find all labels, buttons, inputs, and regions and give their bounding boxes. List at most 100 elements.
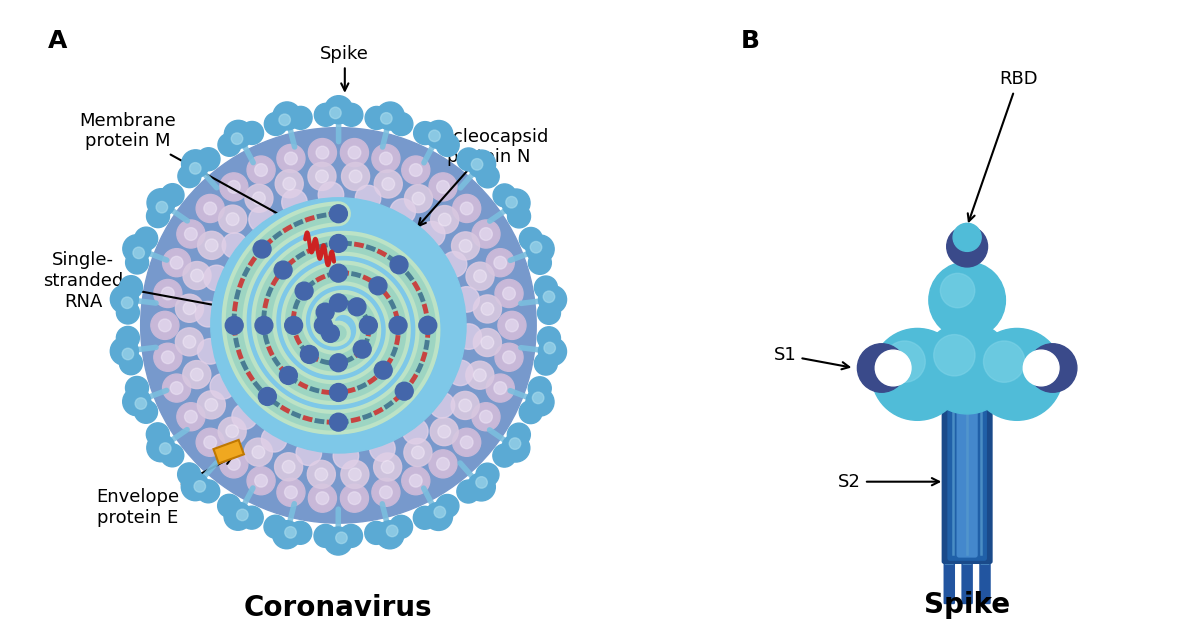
Circle shape — [365, 521, 388, 544]
Circle shape — [224, 502, 252, 530]
Circle shape — [154, 279, 182, 308]
Circle shape — [316, 146, 329, 159]
Circle shape — [254, 316, 272, 334]
Circle shape — [211, 198, 466, 453]
Circle shape — [218, 133, 241, 156]
Circle shape — [158, 319, 172, 332]
Circle shape — [220, 173, 248, 201]
Circle shape — [858, 344, 906, 392]
Circle shape — [322, 325, 340, 343]
Text: Single-
stranded
RNA: Single- stranded RNA — [43, 251, 301, 323]
Circle shape — [425, 121, 452, 149]
Circle shape — [184, 336, 196, 348]
Circle shape — [330, 107, 341, 119]
Circle shape — [412, 192, 425, 205]
Circle shape — [245, 184, 272, 212]
Circle shape — [430, 392, 455, 418]
Circle shape — [520, 401, 542, 424]
Text: RBD: RBD — [967, 70, 1038, 221]
Circle shape — [252, 446, 265, 459]
Circle shape — [348, 492, 361, 505]
Circle shape — [452, 428, 481, 456]
Circle shape — [474, 270, 486, 283]
Circle shape — [236, 509, 248, 521]
Circle shape — [264, 516, 287, 538]
Circle shape — [386, 525, 398, 537]
Circle shape — [190, 163, 202, 174]
Circle shape — [334, 443, 359, 469]
Circle shape — [121, 297, 133, 309]
Circle shape — [473, 329, 502, 357]
Circle shape — [122, 348, 133, 360]
Circle shape — [140, 128, 536, 523]
Circle shape — [481, 302, 494, 315]
Circle shape — [971, 329, 1063, 420]
Text: B: B — [740, 29, 760, 53]
Circle shape — [175, 294, 204, 322]
Circle shape — [414, 122, 437, 145]
Circle shape — [372, 144, 400, 172]
Circle shape — [248, 207, 275, 232]
Circle shape — [494, 279, 523, 308]
Circle shape — [272, 521, 301, 549]
Circle shape — [284, 486, 298, 499]
Circle shape — [493, 184, 516, 207]
Circle shape — [314, 524, 337, 547]
Circle shape — [122, 235, 151, 263]
Circle shape — [461, 436, 473, 449]
Circle shape — [349, 170, 362, 183]
Circle shape — [324, 96, 353, 124]
Circle shape — [544, 342, 556, 353]
Text: Spike: Spike — [924, 591, 1010, 619]
Circle shape — [232, 404, 258, 429]
Circle shape — [330, 383, 347, 401]
FancyBboxPatch shape — [947, 403, 986, 561]
Circle shape — [205, 239, 218, 252]
Circle shape — [953, 223, 982, 251]
Circle shape — [409, 474, 422, 487]
FancyBboxPatch shape — [956, 406, 978, 558]
Circle shape — [330, 413, 347, 431]
FancyBboxPatch shape — [961, 560, 973, 604]
Circle shape — [280, 366, 298, 384]
Circle shape — [461, 202, 473, 215]
Circle shape — [353, 340, 371, 358]
Circle shape — [395, 382, 413, 400]
Circle shape — [528, 377, 551, 400]
Circle shape — [185, 228, 197, 241]
Circle shape — [197, 391, 226, 419]
Circle shape — [170, 382, 182, 394]
Circle shape — [428, 450, 457, 478]
Circle shape — [370, 436, 395, 461]
Circle shape — [146, 434, 175, 462]
Circle shape — [146, 423, 169, 446]
Circle shape — [544, 291, 554, 302]
Circle shape — [390, 256, 408, 274]
Polygon shape — [944, 554, 954, 565]
Circle shape — [160, 443, 172, 454]
Circle shape — [197, 148, 220, 171]
Circle shape — [116, 327, 139, 350]
Circle shape — [508, 205, 530, 228]
Circle shape — [502, 189, 530, 217]
Circle shape — [176, 403, 205, 431]
Circle shape — [196, 195, 224, 223]
Circle shape — [467, 473, 496, 501]
Circle shape — [380, 113, 392, 124]
Circle shape — [274, 261, 292, 279]
Circle shape — [317, 303, 334, 321]
Circle shape — [875, 350, 911, 386]
Circle shape — [110, 337, 138, 365]
Circle shape — [126, 251, 149, 274]
Circle shape — [277, 144, 305, 172]
Text: Coronavirus: Coronavirus — [244, 594, 433, 622]
Circle shape — [526, 388, 554, 416]
Circle shape — [376, 102, 404, 130]
Circle shape — [191, 269, 204, 282]
Circle shape — [300, 346, 318, 364]
Circle shape — [365, 107, 388, 130]
Circle shape — [389, 316, 407, 334]
Circle shape — [420, 221, 445, 247]
Circle shape — [330, 235, 347, 253]
Circle shape — [456, 324, 481, 350]
